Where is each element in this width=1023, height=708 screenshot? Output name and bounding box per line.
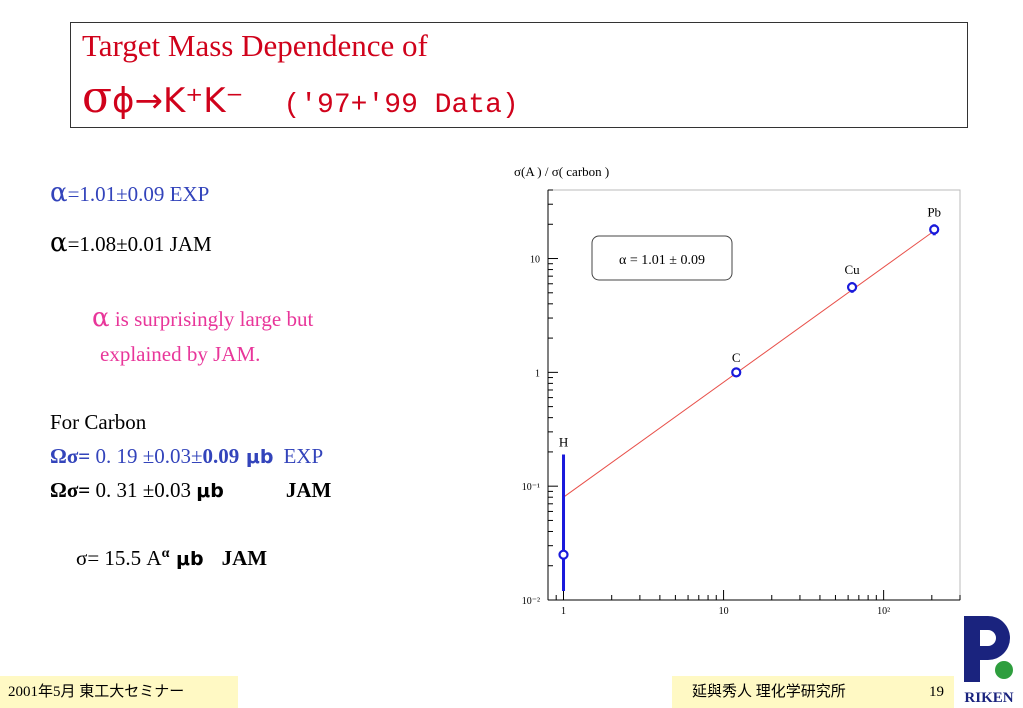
riken-logo: RIKEN xyxy=(964,616,1014,706)
carbon-jam-value: 0. 31 ±0.03 xyxy=(90,478,197,502)
y-tick-label: 10 xyxy=(530,255,540,266)
y-tick-label: 10⁻¹ xyxy=(522,482,540,493)
alpha-annotation: α = 1.01 ± 0.09 xyxy=(591,235,733,281)
footer-right: 延與秀人 理化学研究所 19 xyxy=(672,676,954,708)
data-point-h xyxy=(558,549,569,560)
alpha-symbol: α xyxy=(50,178,68,208)
omega-sigma-label: Ωσ= xyxy=(50,478,91,502)
note-text-1: is surprisingly large but xyxy=(109,307,314,331)
alpha-symbol: α xyxy=(92,303,110,333)
unit-mub: μb xyxy=(239,446,274,468)
footer-left: 2001年5月 東工大セミナー xyxy=(0,676,238,708)
x-tick-label: 10² xyxy=(877,606,890,617)
annotation-box xyxy=(591,235,733,281)
axes: 1 10 10² 10⁻² 10⁻¹ 1 10 xyxy=(522,189,961,617)
formula-line: σ= 15.5 Aα μb JAM xyxy=(76,546,267,571)
alpha-exp-line: α=1.01±0.09 EXP xyxy=(50,178,209,208)
y-tick-label: 1 xyxy=(535,368,540,379)
ratio-chart: σ(A ) / σ( carbon ) 1 10 10² 10⁻² 10⁻¹ 1 10 H C… xyxy=(514,164,961,617)
formula-exponent: α xyxy=(161,546,170,561)
alpha-symbol: α xyxy=(50,228,68,258)
point-label-c: C xyxy=(732,350,741,365)
unit-mub: μb xyxy=(196,480,224,502)
fit-line xyxy=(563,230,935,498)
point-label-h: H xyxy=(559,434,568,449)
data-note: ('97+'99 Data) xyxy=(283,90,519,121)
logo-mark xyxy=(964,616,1010,682)
points-layer: H C Cu Pb xyxy=(558,204,941,591)
carbon-jam-line: Ωσ= 0. 31 ±0.03 μb JAM xyxy=(50,478,331,503)
alpha-jam-line: α=1.08±0.01 JAM xyxy=(50,228,212,258)
note-line-1: α is surprisingly large but xyxy=(92,303,313,333)
jam-tag: JAM xyxy=(285,478,332,502)
alpha-jam-value: =1.08±0.01 JAM xyxy=(67,232,212,256)
title-box xyxy=(70,22,968,128)
logo-text: RIKEN xyxy=(964,690,1013,706)
data-point-pb xyxy=(929,224,940,235)
note-line-2: explained by JAM. xyxy=(100,342,261,366)
alpha-exp-value: =1.01±0.09 EXP xyxy=(67,182,210,206)
slide-subtitle: σϕ→K⁺K⁻ ('97+'99 Data) xyxy=(82,72,519,123)
omega-sigma-label: Ωσ= xyxy=(50,444,91,468)
chart-title: σ(A ) / σ( carbon ) xyxy=(514,164,609,179)
unit-mub: μb xyxy=(169,548,204,570)
x-tick-label: 10 xyxy=(719,606,729,617)
footer-author: 延與秀人 理化学研究所 xyxy=(692,684,846,700)
carbon-label: For Carbon xyxy=(50,410,147,434)
point-label-cu: Cu xyxy=(844,262,860,277)
fit-layer xyxy=(563,230,935,498)
carbon-exp-line: Ωσ= 0. 19 ±0.03±0.09 μb EXP xyxy=(50,444,323,469)
formula-prefix: σ= 15.5 A xyxy=(76,546,162,570)
data-point-cu xyxy=(846,282,858,293)
sigma-symbol: σ xyxy=(82,72,113,123)
carbon-exp-value: 0. 19 ±0.03± xyxy=(90,444,203,468)
formula-jam-tag: JAM xyxy=(221,546,268,570)
logo-dot xyxy=(995,661,1013,679)
annotation-text: α = 1.01 ± 0.09 xyxy=(619,253,705,268)
data-point-c xyxy=(731,367,742,378)
slide-title: Target Mass Dependence of xyxy=(82,28,428,63)
page-number: 19 xyxy=(929,684,944,700)
reaction-label: ϕ→K⁺K⁻ xyxy=(112,81,244,121)
carbon-exp-syst: 0.09 xyxy=(202,444,240,468)
x-tick-label: 1 xyxy=(561,606,566,617)
y-tick-label: 10⁻² xyxy=(522,596,540,607)
point-label-pb: Pb xyxy=(927,204,941,219)
exp-tag: EXP xyxy=(283,444,324,468)
